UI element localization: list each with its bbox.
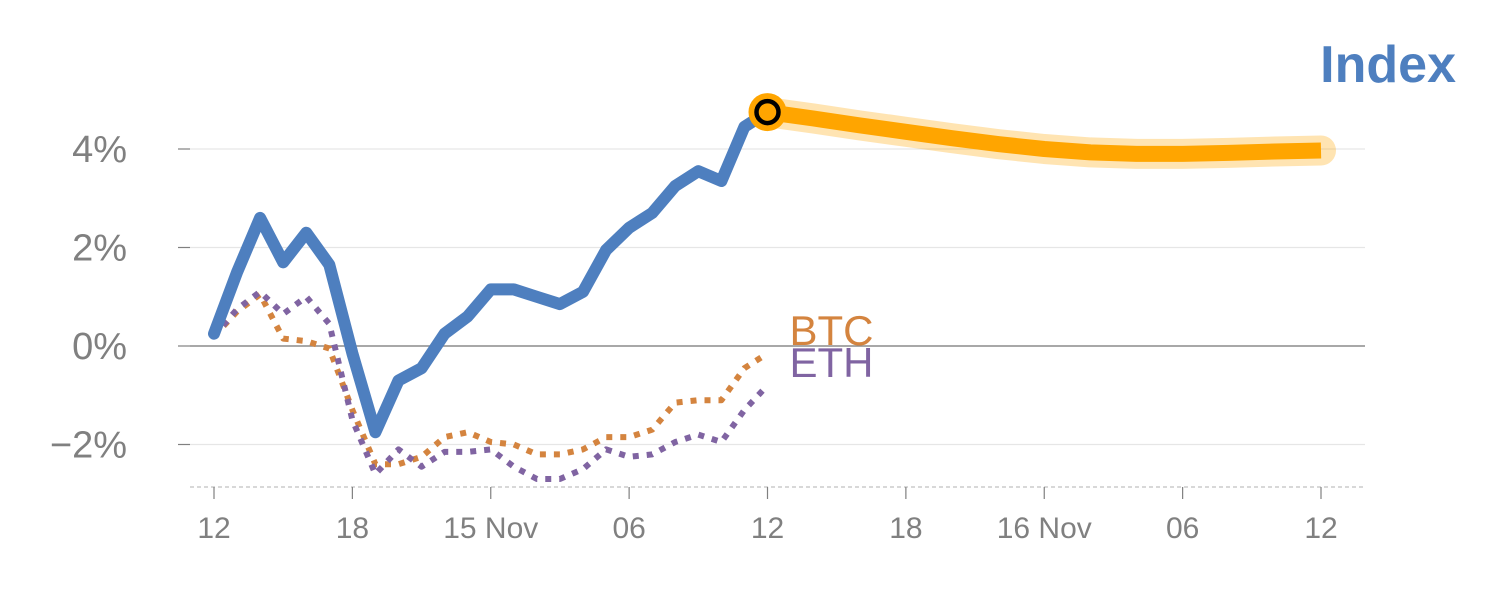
current-value-marker	[754, 98, 781, 126]
y-axis: −2% 0% 2% 4%	[50, 129, 190, 467]
series-btc-line	[211, 291, 770, 468]
current-marker-layer	[748, 93, 787, 132]
x-tick-label: 06	[612, 512, 645, 545]
y-tick-label: −2%	[50, 425, 127, 467]
series-label-btc: BTC	[790, 307, 874, 354]
y-tick-label: 0%	[72, 326, 127, 368]
series-index-line	[208, 106, 774, 439]
x-tick-label: 16 Nov	[997, 512, 1092, 545]
chart-title: Index	[1320, 36, 1456, 94]
x-tick-label: 12	[197, 512, 230, 545]
series-label-eth: ETH	[790, 339, 874, 386]
x-tick-label: 18	[889, 512, 922, 545]
x-axis: 12 18 15 Nov 06 12 18 16 Nov 06 12	[190, 486, 1365, 545]
x-tick-label: 12	[751, 512, 784, 545]
x-tick-label: 06	[1166, 512, 1199, 545]
series-eth-line	[211, 288, 770, 482]
y-tick-label: 2%	[72, 228, 127, 270]
forecast-line	[766, 104, 1322, 162]
y-tick-label: 4%	[72, 129, 127, 171]
x-tick-label: 18	[336, 512, 369, 545]
series-layer	[208, 97, 1336, 482]
x-tick-label: 12	[1304, 512, 1337, 545]
x-tick-label: 15 Nov	[443, 512, 538, 545]
